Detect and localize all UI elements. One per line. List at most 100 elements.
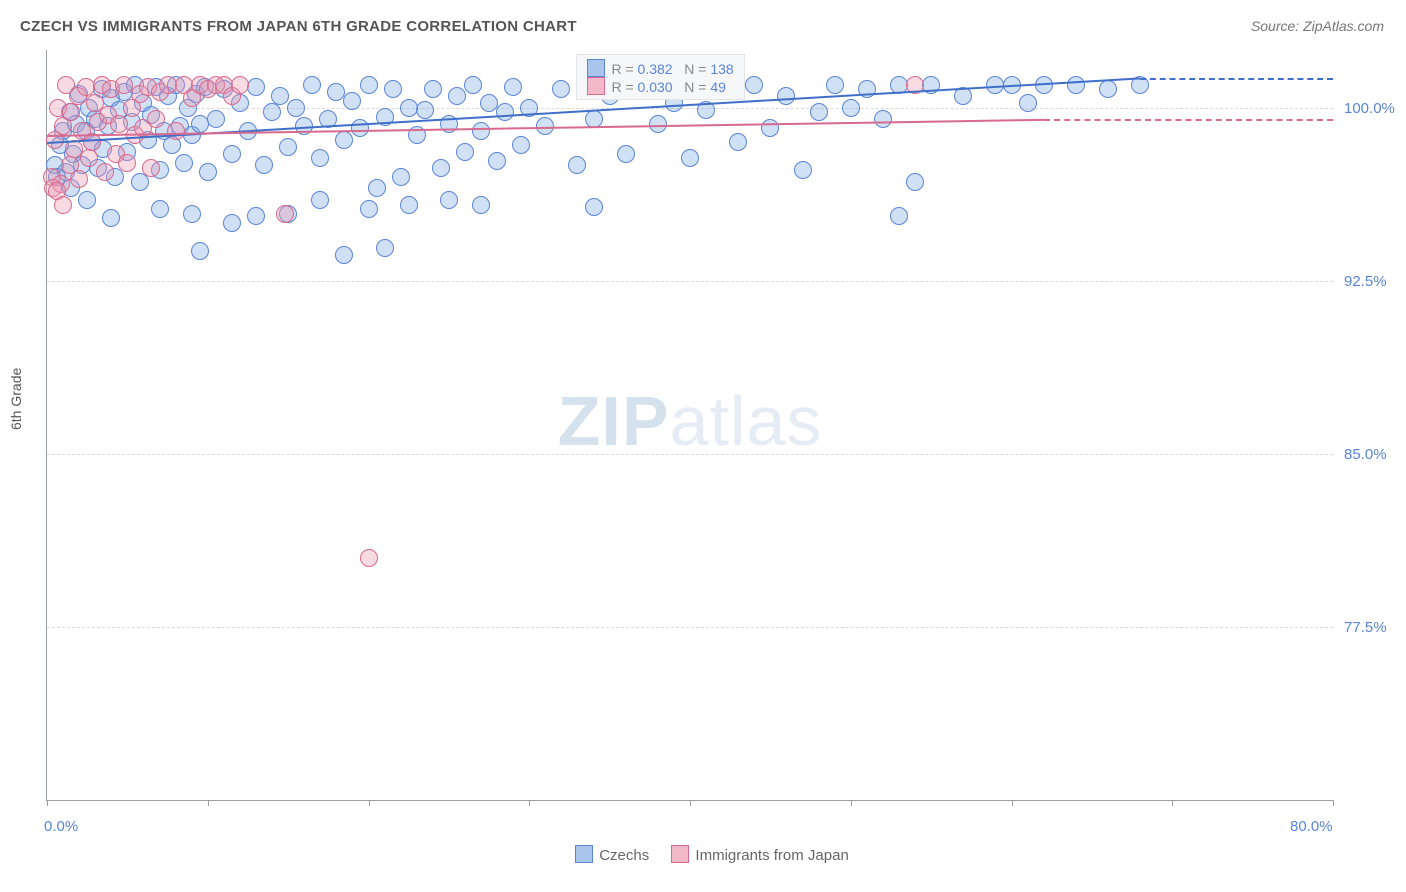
- data-point: [183, 205, 201, 223]
- data-point: [255, 156, 273, 174]
- legend-row: R = 0.382 N = 138: [587, 59, 733, 77]
- data-point: [247, 78, 265, 96]
- x-tick: [1012, 800, 1013, 806]
- y-tick-label: 77.5%: [1344, 619, 1387, 636]
- data-point: [906, 173, 924, 191]
- y-tick-label: 85.0%: [1344, 446, 1387, 463]
- y-axis-label: 6th Grade: [8, 368, 24, 430]
- data-point: [761, 119, 779, 137]
- plot-area: ZIPatlas: [46, 50, 1333, 801]
- r-label: R =: [611, 79, 637, 95]
- data-point: [78, 191, 96, 209]
- x-tick: [47, 800, 48, 806]
- data-point: [617, 145, 635, 163]
- data-point: [223, 145, 241, 163]
- data-point: [448, 87, 466, 105]
- legend-label-japan: Immigrants from Japan: [695, 847, 848, 864]
- r-value: 0.030: [638, 79, 673, 95]
- data-point: [335, 131, 353, 149]
- gridline: [47, 627, 1333, 628]
- data-point: [231, 76, 249, 94]
- n-label: N =: [673, 61, 711, 77]
- x-tick: [529, 800, 530, 806]
- source-name: ZipAtlas.com: [1303, 18, 1384, 34]
- x-max-label: 80.0%: [1290, 818, 1333, 835]
- data-point: [826, 76, 844, 94]
- data-point: [400, 196, 418, 214]
- watermark-bold: ZIP: [558, 382, 670, 460]
- legend-label-czechs: Czechs: [599, 847, 649, 864]
- data-point: [80, 149, 98, 167]
- x-tick: [1172, 800, 1173, 806]
- data-point: [62, 103, 80, 121]
- data-point: [360, 76, 378, 94]
- data-point: [191, 242, 209, 260]
- y-tick-label: 100.0%: [1344, 100, 1395, 117]
- data-point: [681, 149, 699, 167]
- data-point: [279, 138, 297, 156]
- r-value: 0.382: [638, 61, 673, 77]
- watermark-rest: atlas: [670, 382, 823, 460]
- n-value: 49: [710, 79, 726, 95]
- data-point: [147, 110, 165, 128]
- data-point: [247, 207, 265, 225]
- data-point: [263, 103, 281, 121]
- data-point: [432, 159, 450, 177]
- data-point: [890, 207, 908, 225]
- data-point: [118, 154, 136, 172]
- data-point: [585, 198, 603, 216]
- data-point: [207, 110, 225, 128]
- chart-title: CZECH VS IMMIGRANTS FROM JAPAN 6TH GRADE…: [20, 18, 577, 35]
- data-point: [552, 80, 570, 98]
- data-point: [54, 196, 72, 214]
- data-point: [472, 122, 490, 140]
- y-tick-label: 92.5%: [1344, 273, 1387, 290]
- data-point: [568, 156, 586, 174]
- source-prefix: Source:: [1251, 18, 1303, 34]
- data-point: [102, 209, 120, 227]
- x-tick: [1333, 800, 1334, 806]
- trend-line-dash: [1044, 119, 1333, 121]
- bottom-legend: Czechs Immigrants from Japan: [0, 845, 1406, 864]
- data-point: [842, 99, 860, 117]
- data-point: [794, 161, 812, 179]
- data-point: [496, 103, 514, 121]
- data-point: [175, 154, 193, 172]
- trend-line-dash: [1140, 78, 1333, 80]
- x-tick: [208, 800, 209, 806]
- data-point: [110, 115, 128, 133]
- data-point: [96, 163, 114, 181]
- data-point: [343, 92, 361, 110]
- x-tick: [851, 800, 852, 806]
- data-point: [649, 115, 667, 133]
- data-point: [729, 133, 747, 151]
- data-point: [335, 246, 353, 264]
- data-point: [440, 191, 458, 209]
- data-point: [488, 152, 506, 170]
- data-point: [70, 170, 88, 188]
- legend-swatch-icon: [587, 59, 605, 77]
- watermark: ZIPatlas: [558, 381, 823, 461]
- data-point: [199, 163, 217, 181]
- data-point: [456, 143, 474, 161]
- data-point: [287, 99, 305, 117]
- data-point: [1099, 80, 1117, 98]
- data-point: [77, 78, 95, 96]
- data-point: [1067, 76, 1085, 94]
- x-tick: [690, 800, 691, 806]
- legend-swatch-japan: [671, 845, 689, 863]
- data-point: [512, 136, 530, 154]
- source-attribution: Source: ZipAtlas.com: [1251, 18, 1384, 34]
- data-point: [810, 103, 828, 121]
- data-point: [392, 168, 410, 186]
- n-label: N =: [673, 79, 711, 95]
- data-point: [416, 101, 434, 119]
- data-point: [360, 549, 378, 567]
- data-point: [303, 76, 321, 94]
- data-point: [424, 80, 442, 98]
- data-point: [167, 122, 185, 140]
- data-point: [311, 191, 329, 209]
- gridline: [47, 281, 1333, 282]
- data-point: [472, 196, 490, 214]
- legend-row: R = 0.030 N = 49: [587, 77, 733, 95]
